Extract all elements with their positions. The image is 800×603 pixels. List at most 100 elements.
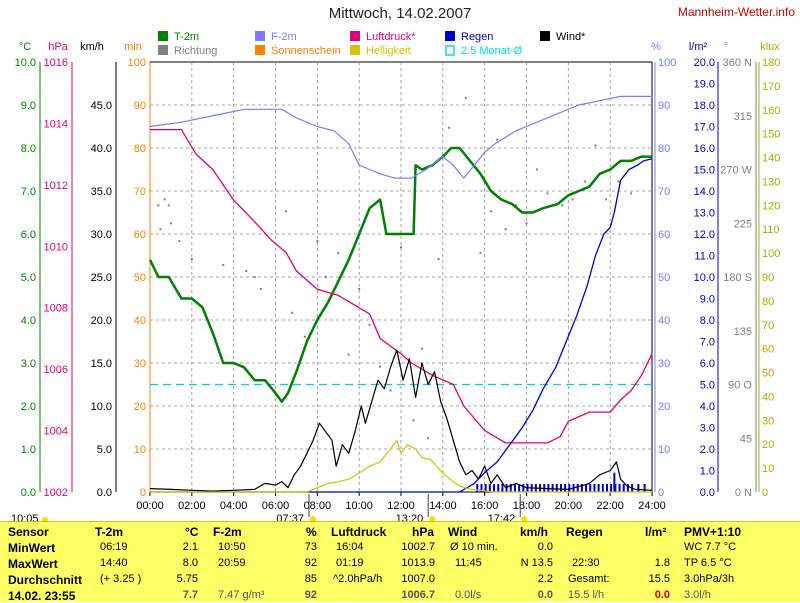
axis-tick-label-temp: 10.0 <box>15 57 36 69</box>
f2m-max-time: 20:59 <box>218 557 246 569</box>
x-tick-label: 14:00 <box>429 500 457 512</box>
axis-tick-label-direction: 135 <box>734 326 752 338</box>
x-tick-label: 18:00 <box>513 500 541 512</box>
axis-tick-label-humidity: 60 <box>658 229 670 241</box>
axis-tick-label-lux: 100 <box>762 248 780 260</box>
t2m-avg-note: (+ 3.25 ) <box>100 573 142 585</box>
rain-max-time: 22:30 <box>572 557 600 569</box>
direction-point <box>504 228 507 231</box>
axis-tick-label-rain: 14.0 <box>694 186 715 198</box>
axis-tick-label-rain: 17.0 <box>694 122 715 134</box>
direction-point <box>324 276 327 278</box>
axis-tick-label-rain: 1.0 <box>700 466 715 478</box>
stats-table: Sensor MinWert MaxWert Durchschnitt 14.0… <box>0 521 800 603</box>
rain-bar <box>643 484 646 492</box>
axis-tick-label-lux: 180 <box>762 57 780 69</box>
rain-bar <box>493 484 496 492</box>
sensor-header: Sensor <box>8 525 49 539</box>
rain-bar <box>509 484 512 492</box>
axis-tick-label-lux: 170 <box>762 81 780 93</box>
axis-tick-label-direction: 0 N <box>735 487 752 499</box>
axis-tick-label-pressure: 1006 <box>44 364 68 376</box>
wind-max-value: N 13.5 <box>520 557 553 569</box>
f2m-unit: % <box>306 525 317 539</box>
direction-point <box>489 210 492 213</box>
legend-swatch <box>158 31 168 41</box>
rain-bar <box>597 484 600 492</box>
pressure-min-time: 16:04 <box>336 541 364 553</box>
axis-tick-label-temp: 4.0 <box>21 315 36 327</box>
axis-tick-label-wind: 0.0 <box>97 487 112 499</box>
axis-tick-label-sun: 10 <box>134 444 146 456</box>
axis-tick-label-humidity: 10 <box>658 444 670 456</box>
axis-tick-label-wind: 35.0 <box>91 186 112 198</box>
direction-point <box>389 389 392 392</box>
direction-point <box>253 276 256 278</box>
axis-tick-label-lux: 160 <box>762 105 780 117</box>
x-tick-label: 06:00 <box>262 500 290 512</box>
x-tick-label: 16:00 <box>471 500 499 512</box>
direction-point <box>245 270 248 273</box>
legend-swatch <box>158 45 168 55</box>
rain-bar <box>518 484 521 492</box>
rain-bar <box>497 484 500 492</box>
pmv-dewpoint: TP 6.5 °C <box>684 557 732 569</box>
wind-flow: 0.0l/s <box>455 589 482 601</box>
legend-label: Richtung <box>174 45 217 57</box>
rain-bar <box>568 484 571 492</box>
axis-tick-label-humidity: 80 <box>658 143 670 155</box>
axis-tick-label-humidity: 40 <box>658 315 670 327</box>
direction-point <box>571 198 574 201</box>
rain-bar <box>585 484 588 492</box>
sun-event-label: 17:42 <box>488 513 516 521</box>
axis-tick-label-rain: 20.0 <box>694 57 715 69</box>
series-line-wind <box>149 349 653 492</box>
axis-tick-label-temp: 3.0 <box>21 358 36 370</box>
axis-tick-label-pressure: 1014 <box>44 118 68 130</box>
rain-bar <box>505 484 508 492</box>
axis-tick-label-temp: 2.0 <box>21 401 36 413</box>
direction-point <box>594 144 597 147</box>
axis-tick-label-lux: 110 <box>762 224 780 236</box>
legend-swatch <box>350 45 360 55</box>
axis-tick-label-pressure: 1016 <box>44 57 68 69</box>
axis-tick-label-sun: 90 <box>134 100 146 112</box>
rain-total-value: 15.5 <box>648 573 670 585</box>
x-tick-label: 12:00 <box>387 500 415 512</box>
axis-tick-label-wind: 15.0 <box>91 358 112 370</box>
rain-rate: 15.5 l/h <box>568 589 605 601</box>
axis-tick-label-rain: 2.0 <box>700 444 715 456</box>
axis-tick-label-rain: 19.0 <box>694 79 715 91</box>
f2m-current-value: 92 <box>304 589 317 601</box>
legend-label: Regen <box>461 31 493 43</box>
axis-tick-label-rain: 11.0 <box>694 251 715 263</box>
wind-avg-label: Ø 10 min. <box>450 541 498 553</box>
axis-tick-label-lux: 0 <box>762 487 768 499</box>
direction-point <box>561 204 564 207</box>
axis-tick-label-rain: 16.0 <box>694 143 715 155</box>
rain-bar <box>513 484 516 492</box>
sun-event-label: 07:37 <box>276 513 304 521</box>
axis-tick-label-rain: 6.0 <box>700 358 715 370</box>
axis-unit-lux: klux <box>760 41 780 53</box>
rain-bar <box>488 484 491 492</box>
axis-tick-label-temp: 5.0 <box>21 272 36 284</box>
axis-tick-label-temp: 7.0 <box>21 186 36 198</box>
axis-tick-label-rain: 12.0 <box>694 229 715 241</box>
axis-tick-label-direction: 45 <box>740 433 752 445</box>
direction-point <box>379 365 382 368</box>
rain-total-label: Gesamt: <box>568 573 610 585</box>
pressure-unit: hPa <box>412 525 435 539</box>
site-link[interactable]: Mannheim-Wetter.info <box>677 5 795 19</box>
t2m-min-value: 2.1 <box>182 541 198 553</box>
legend-label: Wind* <box>556 31 586 43</box>
rain-bar <box>501 484 504 492</box>
f2m-abs-humidity: 7.47 g/m³ <box>218 589 265 601</box>
rain-bar <box>551 484 554 492</box>
axis-tick-label-humidity: 20 <box>658 401 670 413</box>
x-tick-label: 02:00 <box>178 500 206 512</box>
axis-tick-label-direction: 90 O <box>728 380 752 392</box>
rain-current-value: 0.0 <box>654 589 670 601</box>
axis-tick-label-humidity: 90 <box>658 100 670 112</box>
axis-tick-label-lux: 30 <box>762 415 774 427</box>
